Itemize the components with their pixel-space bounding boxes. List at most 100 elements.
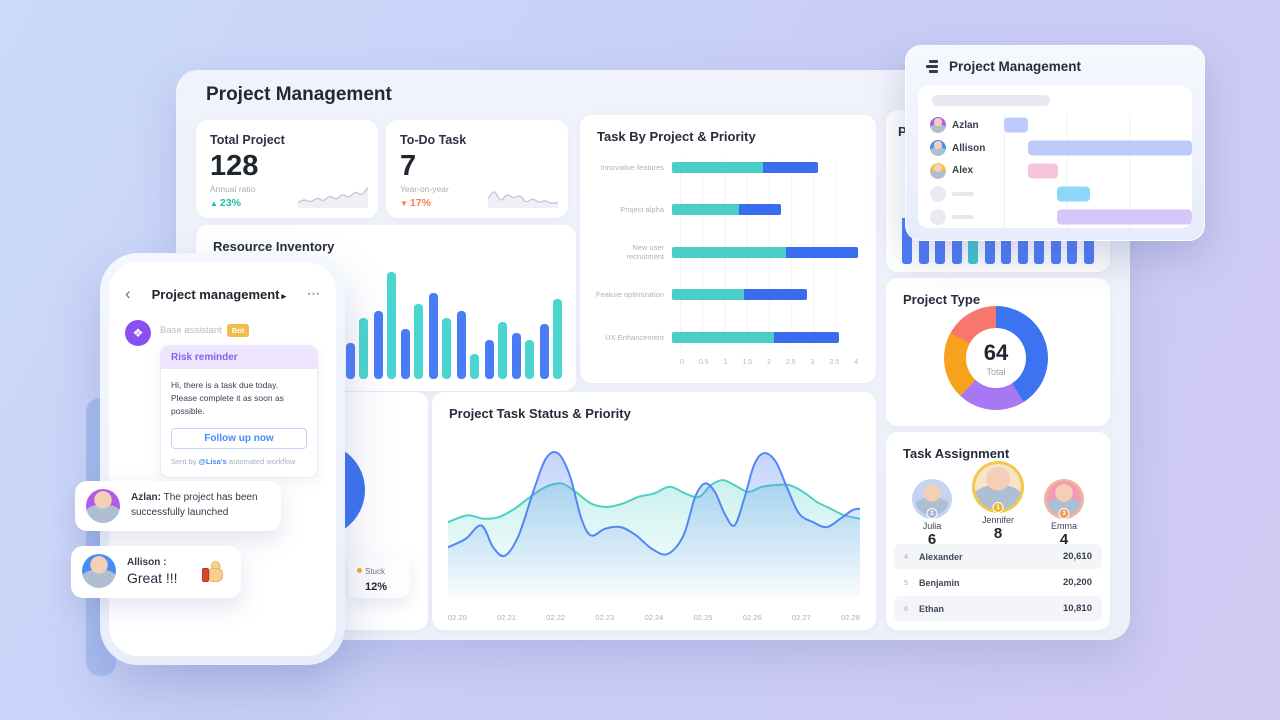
- avatar: [82, 554, 116, 588]
- gantt-row: Allison: [918, 137, 1192, 160]
- bar-track: [672, 161, 858, 173]
- row-name: Ethan: [919, 603, 945, 614]
- thumbs-up-icon: [202, 559, 227, 582]
- donut-center: 64 Total: [944, 306, 1048, 410]
- tick-label: 1.5: [742, 359, 753, 366]
- tooltip-value: 12%: [365, 581, 388, 593]
- bar: [429, 293, 439, 379]
- category-label: UX Enhancement: [605, 332, 664, 342]
- panel-header: Project Management: [926, 59, 1081, 74]
- bar: [359, 318, 368, 379]
- more-menu-icon[interactable]: ⋯: [306, 286, 320, 301]
- card-title: Resource Inventory: [213, 239, 335, 254]
- gantt-icon: [926, 60, 941, 73]
- x-axis-label: 02.27: [791, 613, 811, 622]
- bar-track: [672, 246, 858, 258]
- gantt-row-label: Azlan: [918, 117, 1004, 134]
- x-axis-labels: 02.20 02.21 02.22 02.23 02.24 02.25 02.26 02.27…: [448, 613, 860, 622]
- gantt-track: [1004, 182, 1192, 205]
- chart-tooltip: Stuck 12%: [348, 554, 410, 598]
- avatar: [930, 162, 946, 179]
- assignee-name: Julia: [922, 521, 942, 531]
- tooltip-label: Stuck: [365, 567, 386, 576]
- x-axis-label: 02.21: [497, 613, 516, 622]
- back-chevron-icon[interactable]: ‹: [125, 284, 131, 303]
- stat-label: Total Project: [210, 133, 285, 147]
- bar: [1050, 218, 1061, 264]
- bar: [918, 218, 929, 264]
- dropdown-arrow-icon: ▸: [281, 290, 287, 301]
- message-text: Allison : Great !!!: [127, 555, 229, 586]
- assignee-jennifer: 1 Jennifer 8: [972, 464, 1024, 542]
- gantt-bar: [1004, 117, 1028, 133]
- floating-gantt-panel: Project Management Azlan Allison Alex: [905, 45, 1205, 241]
- priority-bar-row: Project alpha: [594, 204, 858, 216]
- category-label: Innovative features: [600, 162, 664, 172]
- bar-segment-blue: [744, 289, 807, 300]
- assignee-julia: 2 Julia 6: [906, 482, 958, 548]
- lisa-link[interactable]: @Lisa's: [198, 457, 227, 466]
- tick-label: 1: [723, 359, 728, 366]
- row-value: 20,610: [1062, 551, 1092, 562]
- row-rank: 4: [904, 552, 909, 561]
- bar: [497, 322, 507, 379]
- donut-total-value: 64: [983, 339, 1009, 365]
- risk-reminder-card: Risk reminder Hi, there is a task due to…: [160, 345, 318, 478]
- card-title: Project Task Status & Priority: [449, 406, 631, 421]
- category-label: Feature optimization: [596, 290, 664, 299]
- bot-badge: Bot: [226, 324, 250, 337]
- bar: [1083, 218, 1094, 264]
- bar: [414, 304, 424, 379]
- assistant-message: ❖ Base assistant Bot Risk reminder Hi, th…: [125, 320, 318, 478]
- bar-group: [539, 299, 562, 379]
- gantt-row: Alex: [918, 160, 1192, 183]
- row-name: Alexander: [919, 551, 963, 562]
- message-text: Azlan: The project has been successfully…: [131, 492, 258, 518]
- gantt-track: [1004, 114, 1192, 137]
- stat-delta: ▼ 17%: [400, 197, 431, 209]
- priority-bar-row: New user recruitment: [594, 243, 858, 261]
- trend-arrow-icon: ▼: [400, 199, 408, 208]
- x-axis-label: 02.26: [742, 613, 762, 622]
- follow-up-button[interactable]: Follow up now: [171, 428, 307, 449]
- row-rank: 5: [904, 578, 909, 587]
- avatar: [930, 140, 946, 157]
- gantt-row-label: [918, 185, 1004, 202]
- assignee-name: Emma: [1050, 521, 1077, 531]
- tick-label: 3: [810, 359, 815, 366]
- gantt-row-label: Allison: [918, 140, 1004, 157]
- assignee-name: Jennifer: [981, 515, 1015, 525]
- phone-page-title[interactable]: Project management ▸: [151, 286, 287, 302]
- x-axis-ticks: 0 0.5 1 1.5 2 2.5 3 3.5 4: [680, 359, 858, 366]
- gantt-row-label: Alex: [918, 162, 1004, 179]
- bot-icon: ❖: [132, 326, 144, 340]
- bar-group: [373, 272, 396, 379]
- bar-group: [456, 311, 479, 379]
- stat-sublabel: Annual ratio: [210, 184, 256, 194]
- bot-avatar: ❖: [125, 320, 151, 346]
- gantt-bar: [1056, 186, 1091, 202]
- gantt-bar: [1056, 209, 1192, 225]
- assignee-count: 8: [993, 525, 1003, 542]
- gantt-track: [1004, 160, 1192, 183]
- stat-delta: ▲ 23%: [210, 197, 241, 209]
- risk-reminder-title: Risk reminder: [161, 346, 317, 369]
- chat-bubble-azlan: Azlan: The project has been successfully…: [75, 481, 281, 531]
- bar: [552, 299, 562, 379]
- assignee-list: 4 Alexander 20,610 5 Benjamin 20,200 6 Ethan 10,…: [894, 543, 1102, 621]
- rank-badge: 3: [1058, 508, 1070, 519]
- tick-label: 2.5: [785, 359, 796, 366]
- assignee-count: 4: [1059, 531, 1069, 548]
- category-label: New user recruitment: [626, 243, 664, 261]
- table-row: 4 Alexander 20,610: [894, 544, 1102, 569]
- donut-hole: [966, 328, 1026, 388]
- workflow-footer: Sent by @Lisa's automated workflow: [171, 457, 296, 466]
- stat-card-total-project: Total Project 128 Annual ratio ▲ 23%: [196, 120, 378, 218]
- assignee-emma: 3 Emma 4: [1038, 482, 1090, 548]
- rank-badge: 1: [992, 502, 1004, 513]
- bar-group: [401, 304, 424, 379]
- tick-label: 0.5: [698, 359, 709, 366]
- gantt-row: [918, 182, 1192, 205]
- bar-group: [346, 318, 368, 379]
